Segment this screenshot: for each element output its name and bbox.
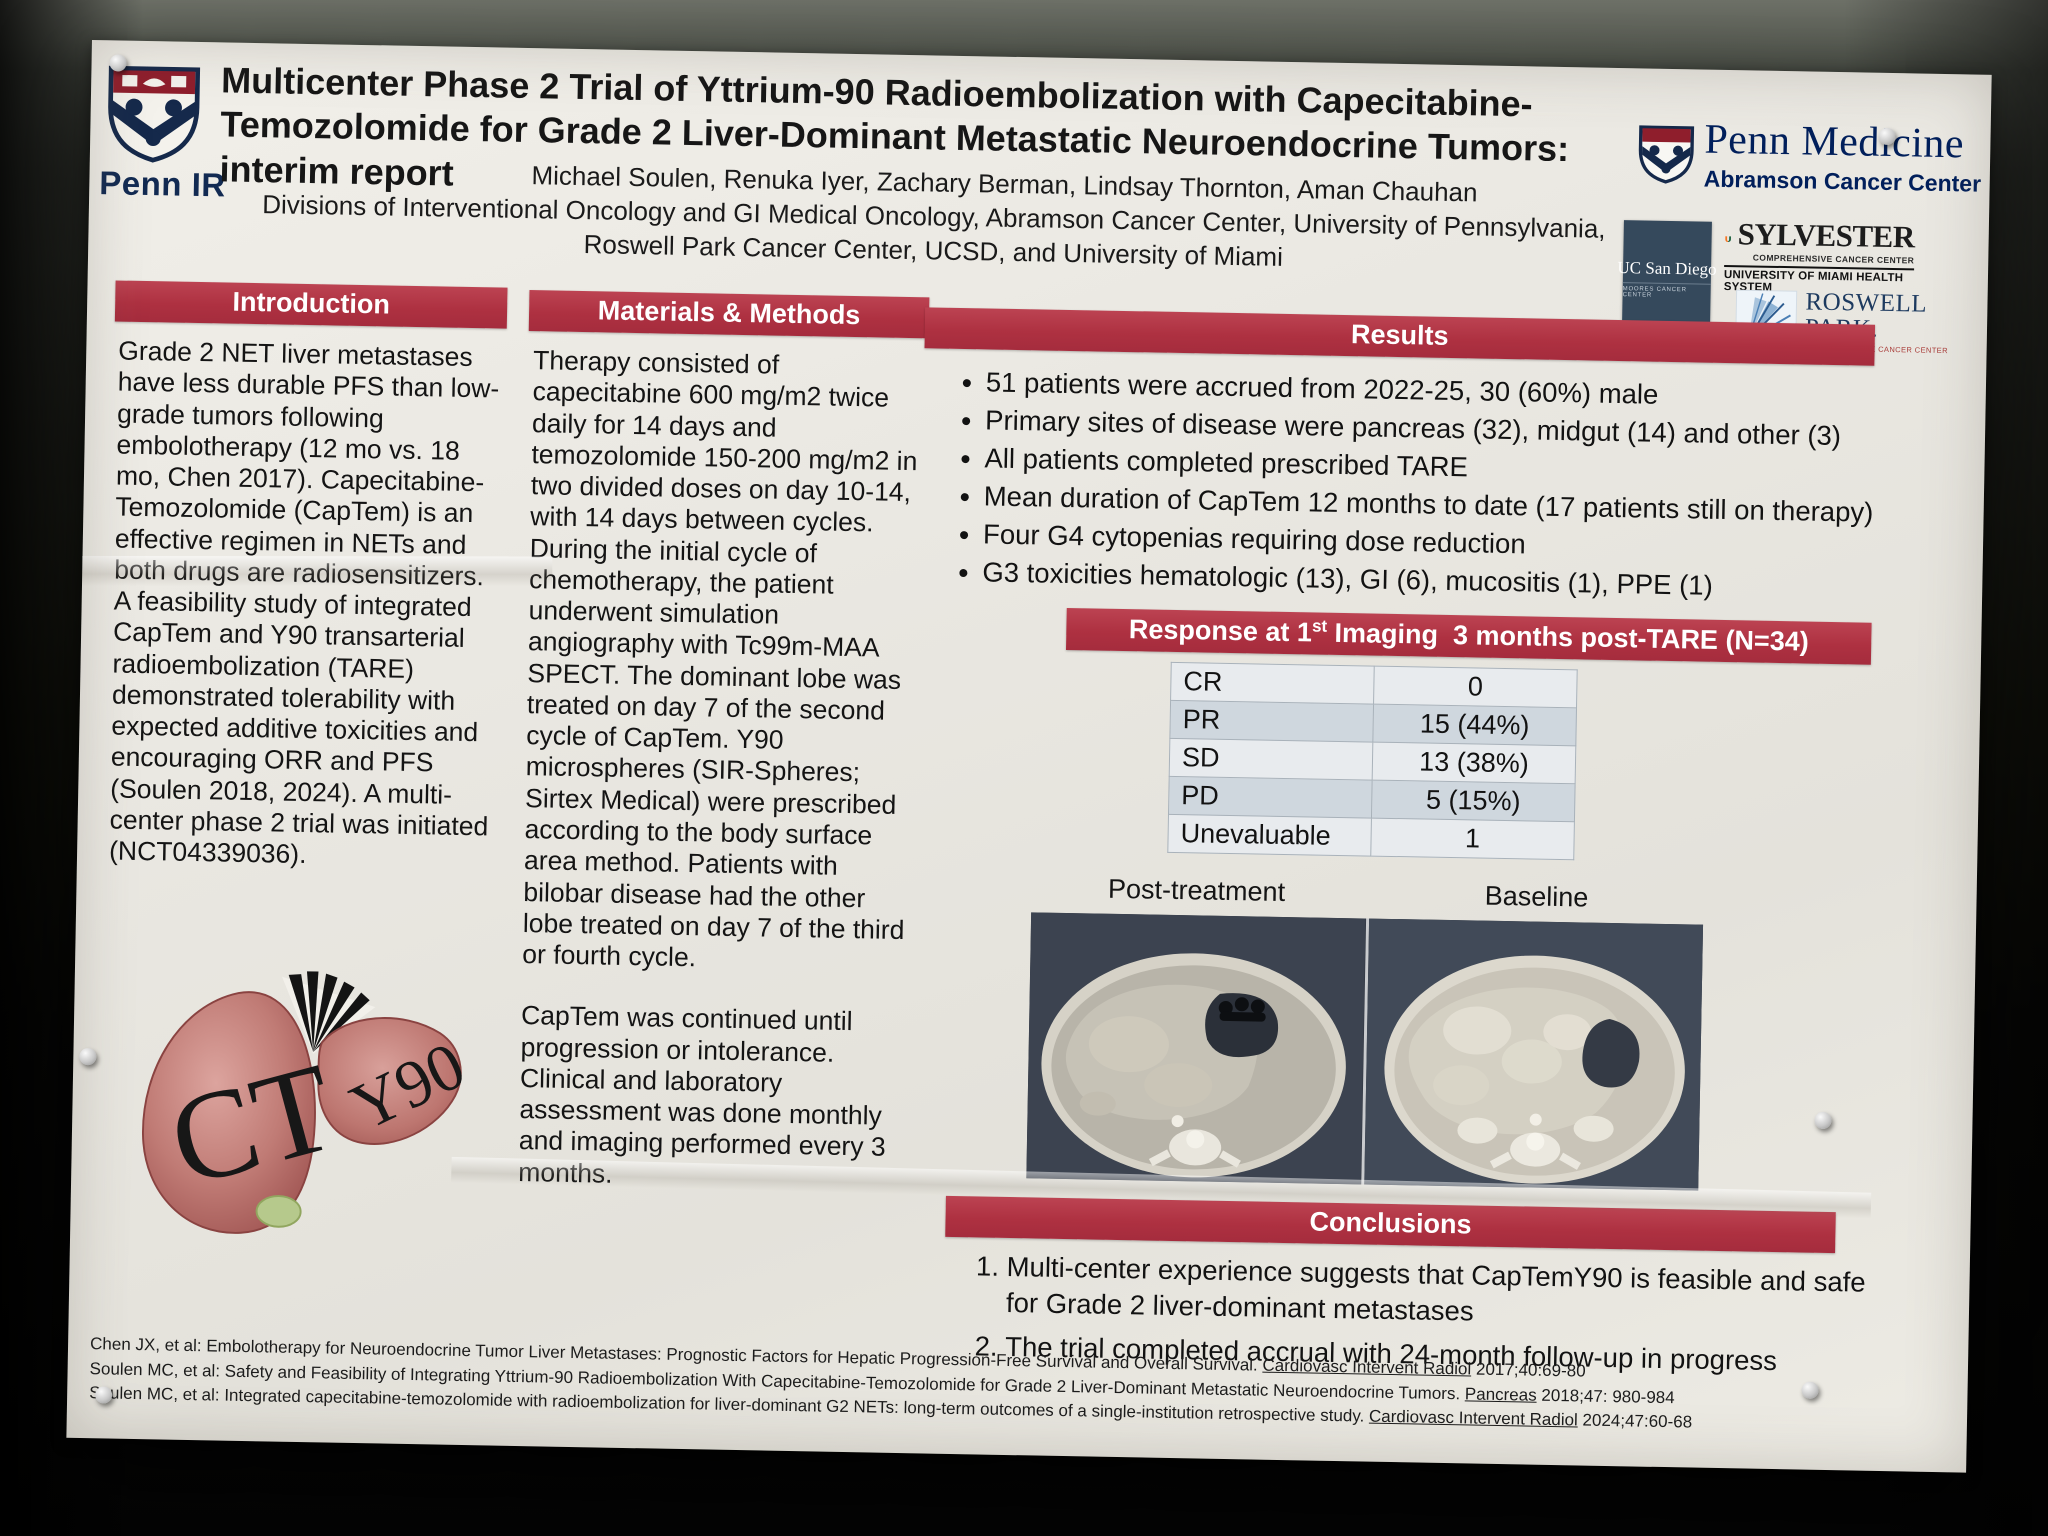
gallbladder-shape (255, 1195, 302, 1228)
results-section-header: Results (924, 307, 1876, 366)
liver-vessel-patch (281, 976, 376, 1054)
penn-medicine-shield-icon (1638, 124, 1695, 184)
miami-u-icon (1725, 236, 1731, 243)
response-heading-prefix: Response at 1 (1128, 614, 1313, 648)
conference-poster: Penn IR Multicenter Phase 2 Trial of Ytt… (66, 40, 1992, 1473)
penn-medicine-wordmark: Penn Medicine (1704, 116, 1965, 168)
sylvester-subtitle: COMPREHENSIVE CANCER CENTER (1752, 252, 1915, 266)
table-cell-label: PR (1169, 700, 1374, 743)
methods-paragraph-1: Therapy consisted of capecitabine 600 mg… (522, 345, 918, 973)
table-cell-label: SD (1169, 738, 1373, 781)
reference-journal: Cardiovasc Intervent Radiol (1262, 1355, 1472, 1379)
baseline-ct-image (1363, 918, 1704, 1191)
post-treatment-ct-image (1026, 912, 1366, 1185)
response-table: CR 0 PR 15 (44%) SD 13 (38%) PD 5 (15%) Unev… (1167, 661, 1578, 861)
ucsd-wordmark: UC San Diego (1617, 257, 1717, 279)
table-cell-value: 13 (38%) (1372, 742, 1576, 784)
baseline-label: Baseline (1484, 880, 1589, 913)
conclusion-item: Multi-center experience suggests that Ca… (1006, 1249, 1887, 1337)
reference-citation: 2024;47:60-68 (1577, 1410, 1693, 1432)
penn-medicine-logo: Penn Medicine Abramson Cancer Center (1637, 114, 1982, 197)
results-bullet-list: 51 patients were accrued from 2022-25, 3… (944, 366, 1916, 612)
introduction-body: Grade 2 NET liver metastases have less d… (108, 335, 500, 870)
table-cell-value: 5 (15%) (1371, 780, 1576, 822)
abramson-cancer-center-label: Abramson Cancer Center (1703, 165, 1982, 197)
sylvester-logo: SYLVESTER COMPREHENSIVE CANCER CENTER UN… (1723, 216, 1916, 297)
table-cell-value: 15 (44%) (1372, 704, 1577, 746)
reference-citation: 2017;40:69-80 (1471, 1359, 1586, 1381)
response-heading-superscript: st (1311, 616, 1328, 636)
response-heading-suffix: Imaging 3 months post-TARE (N=34) (1326, 617, 1810, 657)
table-cell-label: Unevaluable (1167, 814, 1372, 857)
methods-body: Therapy consisted of capecitabine 600 mg… (517, 345, 931, 1225)
conclusions-section-header: Conclusions (945, 1195, 1836, 1254)
liver-right-lobe (141, 991, 316, 1234)
table-cell-value: 0 (1373, 666, 1578, 708)
liver-left-lobe (317, 1017, 462, 1145)
penn-shield-logo (108, 65, 201, 163)
reference-journal: Pancreas (1464, 1384, 1537, 1405)
sylvester-wordmark: SYLVESTER (1737, 216, 1916, 255)
methods-section-header: Materials & Methods (528, 290, 930, 339)
reference-journal: Cardiovasc Intervent Radiol (1368, 1406, 1578, 1430)
moores-cancer-center-label: MOORES CANCER CENTER (1622, 282, 1711, 300)
table-cell-label: PD (1168, 776, 1373, 819)
roswell-wordmark-line1: ROSWELL (1805, 288, 1928, 318)
pushpin-icon (79, 1047, 97, 1066)
table-cell-value: 1 (1370, 818, 1575, 860)
pushpin-icon (1801, 1381, 1819, 1399)
pushpin-icon (1814, 1111, 1832, 1130)
penn-ir-wordmark: Penn IR (99, 164, 227, 204)
ct-image-strip (1026, 912, 1704, 1191)
reference-citation: 2018;47: 980-984 (1536, 1385, 1675, 1407)
methods-paragraph-2: CapTem was continued until progression o… (518, 1000, 886, 1189)
introduction-section-header: Introduction (114, 280, 508, 329)
table-cell-label: CR (1170, 662, 1375, 705)
response-table-header: Response at 1st Imaging 3 months post-TA… (1065, 607, 1872, 665)
post-treatment-label: Post-treatment (1107, 873, 1286, 908)
table-row: Unevaluable 1 (1167, 814, 1575, 860)
liver-ct-y90-illustration: CT Y90 (141, 971, 468, 1234)
